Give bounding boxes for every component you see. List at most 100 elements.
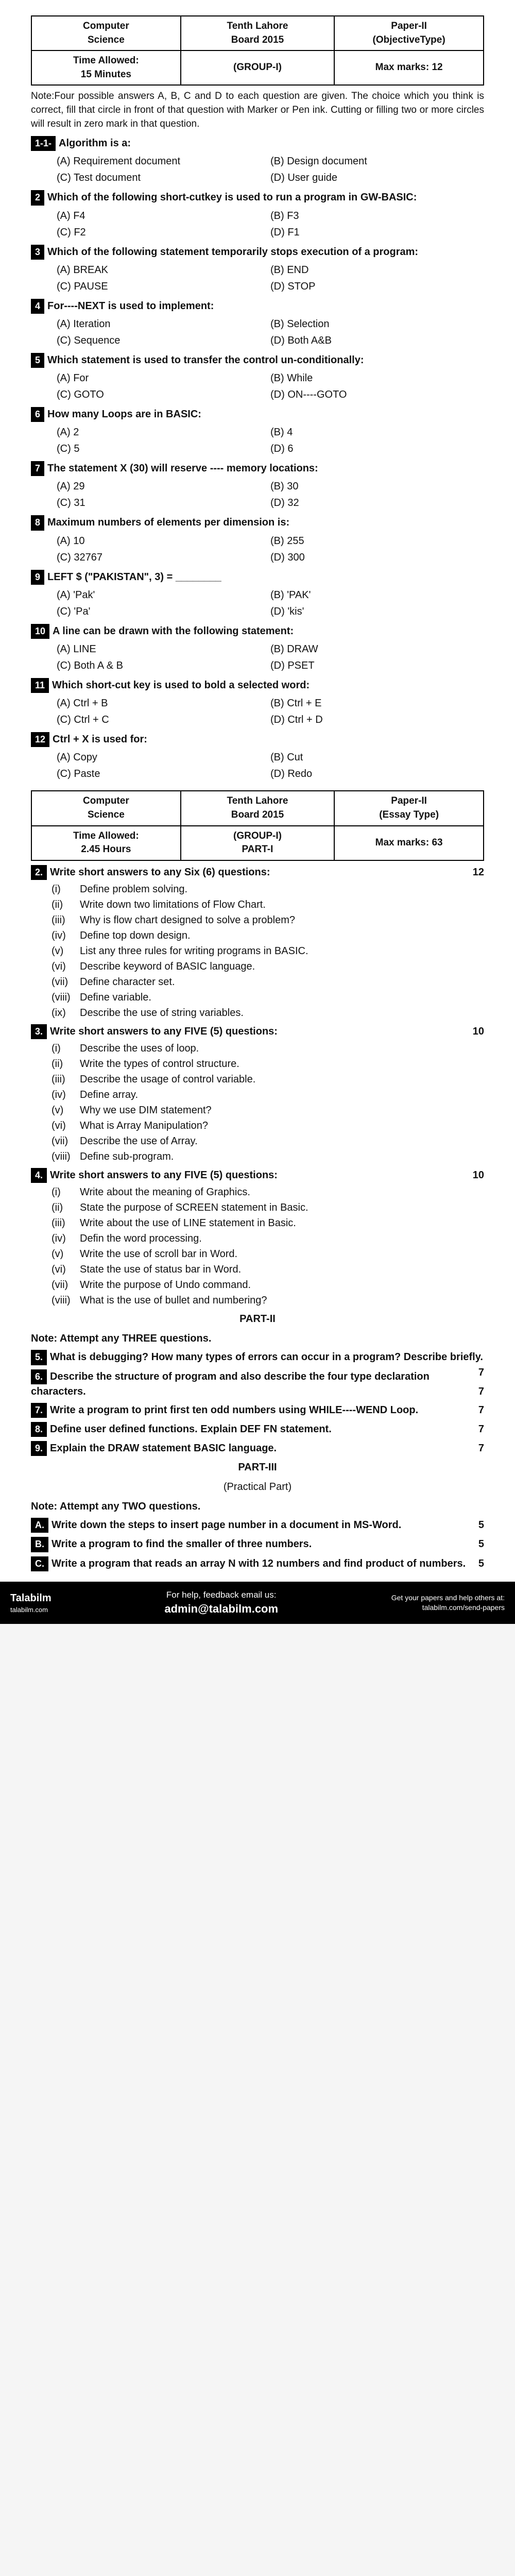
q7-num: 7 (31, 461, 44, 476)
sub-item: (ii)State the purpose of SCREEN statemen… (52, 1200, 484, 1215)
q4-num: 4 (31, 299, 44, 314)
h1-time-1: Time Allowed: (73, 55, 139, 66)
sub-item: (iii)Describe the usage of control varia… (52, 1072, 484, 1087)
h2-paper-2: (Essay Type) (379, 809, 439, 820)
sub-item-num: (iv) (52, 1231, 80, 1246)
q9-text: LEFT $ ("PAKISTAN", 3) = ________ (47, 571, 221, 583)
h1-subject-2: Science (88, 35, 125, 45)
sub-item: (ii)Write down two limitations of Flow C… (52, 897, 484, 912)
h2-subject-2: Science (88, 809, 125, 820)
q8-d: (D) 300 (270, 549, 484, 566)
lq9-text: Explain the DRAW statement BASIC languag… (50, 1443, 277, 1454)
q11-b: (B) Ctrl + E (270, 695, 484, 711)
s3-text: Write short answers to any FIVE (5) ques… (50, 1026, 278, 1037)
footer: Talabilm talabilm.com For help, feedback… (0, 1582, 515, 1624)
q11-options: (A) Ctrl + B(B) Ctrl + E (C) Ctrl + C(D)… (57, 695, 484, 728)
q10-text: A line can be drawn with the following s… (53, 625, 294, 637)
sub-item-text: Describe the use of Array. (80, 1134, 484, 1148)
lq7: 7.Write a program to print first ten odd… (31, 1403, 484, 1418)
q1-options: (A) Requirement document(B) Design docum… (57, 153, 484, 186)
s4-marks: 10 (473, 1168, 484, 1182)
q3-d: (D) STOP (270, 278, 484, 295)
h2-group-1: (GROUP-I) (233, 831, 282, 841)
sub-item-text: Describe the usage of control variable. (80, 1072, 484, 1087)
s3-items: (i)Describe the uses of loop.(ii)Write t… (52, 1041, 484, 1164)
sub-item-text: Define array. (80, 1088, 484, 1102)
q2-text: Which of the following short-cutkey is u… (47, 192, 417, 203)
q5-d: (D) ON----GOTO (270, 386, 484, 403)
s3-marks: 10 (473, 1024, 484, 1039)
q2-num: 2 (31, 190, 44, 205)
sub-item-text: Why we use DIM statement? (80, 1103, 484, 1117)
sub-item: (vii)Describe the use of Array. (52, 1134, 484, 1148)
lq5: 5.What is debugging? How many types of e… (31, 1350, 484, 1365)
q6-d: (D) 6 (270, 440, 484, 457)
q3-text: Which of the following statement tempora… (47, 246, 418, 258)
sub-item-num: (vi) (52, 1262, 80, 1277)
lqC-text: Write a program that reads an array N wi… (52, 1558, 466, 1569)
lqB-num: B. (31, 1537, 48, 1552)
sub-item-num: (v) (52, 1247, 80, 1261)
footer-brand: Talabilm talabilm.com (10, 1591, 52, 1615)
q6: 6How many Loops are in BASIC: (31, 407, 484, 422)
lq8: 8.Define user defined functions. Explain… (31, 1422, 484, 1437)
sub-item-text: List any three rules for writing program… (80, 944, 484, 958)
lq5-num: 5. (31, 1350, 47, 1365)
h2-paper-1: Paper-II (391, 795, 427, 806)
q1: 1-1-Algorithm is a: (31, 136, 484, 151)
lq8-text: Define user defined functions. Explain D… (50, 1423, 332, 1435)
q1-c: (C) Test document (57, 170, 270, 186)
s4-text: Write short answers to any FIVE (5) ques… (50, 1170, 278, 1181)
sub-item-num: (i) (52, 882, 80, 896)
lqB-text: Write a program to find the smaller of t… (52, 1538, 312, 1550)
sub-item-num: (iv) (52, 1088, 80, 1102)
sub-item-text: Write down two limitations of Flow Chart… (80, 897, 484, 912)
q12-b: (B) Cut (270, 749, 484, 766)
s2-items: (i)Define problem solving.(ii)Write down… (52, 882, 484, 1020)
q11-text: Which short-cut key is used to bold a se… (52, 680, 310, 691)
sub-item: (viii)What is the use of bullet and numb… (52, 1293, 484, 1308)
sub-item-num: (viii) (52, 1149, 80, 1164)
footer-site: talabilm.com (10, 1605, 52, 1615)
sub-item-text: Describe the use of string variables. (80, 1006, 484, 1020)
h2-board-1: Tenth Lahore (227, 795, 288, 806)
sub-item: (viii)Define sub-program. (52, 1149, 484, 1164)
q2-options: (A) F4(B) F3 (C) F2(D) F1 (57, 208, 484, 241)
lq7-num: 7. (31, 1403, 47, 1418)
q7: 7The statement X (30) will reserve ---- … (31, 461, 484, 476)
sub-item: (ix)Describe the use of string variables… (52, 1006, 484, 1020)
q7-c: (C) 31 (57, 495, 270, 511)
q9-options: (A) 'Pak'(B) 'PAK' (C) 'Pa'(D) 'kis' (57, 587, 484, 620)
q6-c: (C) 5 (57, 440, 270, 457)
q4-d: (D) Both A&B (270, 332, 484, 349)
footer-help: For help, feedback email us: admin@talab… (52, 1589, 391, 1617)
q12: 12Ctrl + X is used for: (31, 732, 484, 747)
q10-options: (A) LINE(B) DRAW (C) Both A & B(D) PSET (57, 641, 484, 674)
q9-d: (D) 'kis' (270, 603, 484, 620)
q9-c: (C) 'Pa' (57, 603, 270, 620)
part3-title: PART-III (31, 1460, 484, 1475)
q10-a: (A) LINE (57, 641, 270, 657)
h1-board-2: Board 2015 (231, 35, 284, 45)
sub-item: (i)Describe the uses of loop. (52, 1041, 484, 1056)
exam-header-1: ComputerScience Tenth LahoreBoard 2015 P… (31, 15, 484, 86)
q5-text: Which statement is used to transfer the … (47, 354, 364, 366)
q2: 2Which of the following short-cutkey is … (31, 190, 484, 205)
s4-head: 4.Write short answers to any FIVE (5) qu… (31, 1168, 484, 1183)
q8-c: (C) 32767 (57, 549, 270, 566)
sub-item-num: (ii) (52, 1200, 80, 1215)
sub-item-num: (iii) (52, 1072, 80, 1087)
q2-d: (D) F1 (270, 224, 484, 241)
lq6: 6.Describe the structure of program and … (31, 1369, 484, 1399)
sub-item-num: (ii) (52, 897, 80, 912)
sub-item-num: (vii) (52, 975, 80, 989)
lqB-m: 5 (478, 1537, 484, 1551)
practical-label: (Practical Part) (31, 1480, 484, 1494)
lq5-text: What is debugging? How many types of err… (50, 1351, 483, 1363)
lq8-num: 8. (31, 1422, 47, 1437)
h2-time-2: 2.45 Hours (81, 844, 131, 855)
sub-item-num: (vi) (52, 959, 80, 974)
q8: 8Maximum numbers of elements per dimensi… (31, 515, 484, 530)
q4-c: (C) Sequence (57, 332, 270, 349)
q6-options: (A) 2(B) 4 (C) 5(D) 6 (57, 424, 484, 457)
